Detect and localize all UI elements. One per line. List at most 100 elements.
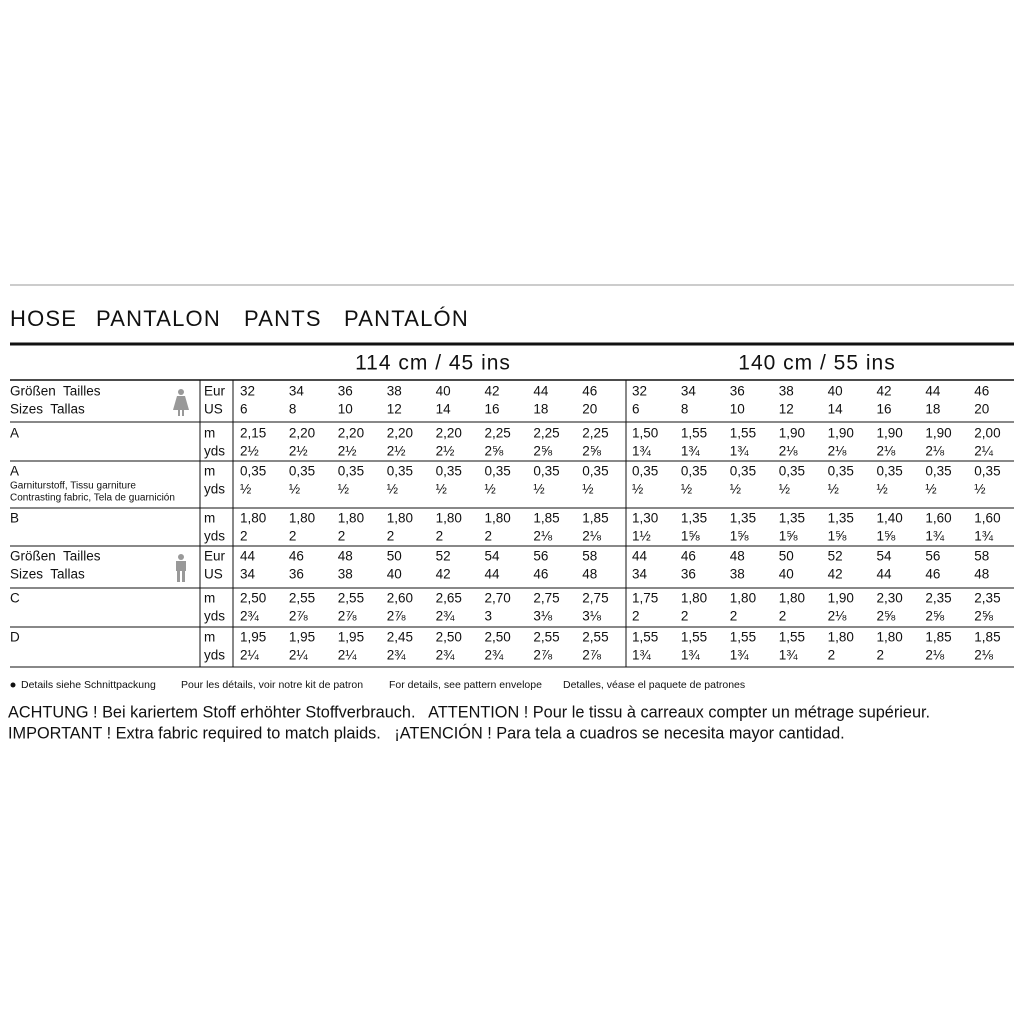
yardage: 1,80 xyxy=(485,511,511,526)
yardage: 1,95 xyxy=(289,630,315,645)
yardage: 2 xyxy=(730,609,738,624)
yardage: 2,60 xyxy=(387,591,413,606)
size: 10 xyxy=(730,402,745,417)
yardage: 1,85 xyxy=(582,511,608,526)
yardage: 1,80 xyxy=(387,511,413,526)
size: 42 xyxy=(485,384,500,399)
yardage: 0,35 xyxy=(681,464,707,479)
yardage: 1⅝ xyxy=(681,529,701,544)
yardage: 2,00 xyxy=(974,426,1000,441)
yardage: 1,85 xyxy=(533,511,559,526)
yardage: 2½ xyxy=(338,444,357,459)
size: 58 xyxy=(582,549,597,564)
size: 52 xyxy=(828,549,843,564)
unit: yds xyxy=(204,444,225,459)
footnote: Detalles, véase el paquete de patrones xyxy=(563,679,745,691)
yardage: 3 xyxy=(485,609,493,624)
yardage: 3⅛ xyxy=(582,609,602,624)
row-sublabel: Contrasting fabric, Tela de guarnición xyxy=(10,493,175,504)
size: 46 xyxy=(533,567,548,582)
size: 38 xyxy=(338,567,353,582)
yardage: 0,35 xyxy=(485,464,511,479)
yardage: 1,30 xyxy=(632,511,658,526)
yardage: ½ xyxy=(779,482,790,497)
yardage: 0,35 xyxy=(240,464,266,479)
yardage: 1¾ xyxy=(730,648,750,663)
size: 46 xyxy=(681,549,696,564)
size: 48 xyxy=(338,549,353,564)
size: 36 xyxy=(338,384,353,399)
unit: yds xyxy=(204,529,225,544)
yardage: 1,35 xyxy=(681,511,707,526)
yardage: 2,25 xyxy=(533,426,559,441)
yardage: 2,55 xyxy=(338,591,364,606)
yardage: ½ xyxy=(681,482,692,497)
yardage: 2,55 xyxy=(533,630,559,645)
yardage: 1,85 xyxy=(925,630,951,645)
size: 58 xyxy=(974,549,989,564)
yardage: 2¾ xyxy=(436,648,456,663)
yardage: ½ xyxy=(436,482,447,497)
yardage: 2⅛ xyxy=(925,444,945,459)
woman-icon xyxy=(173,389,189,416)
yardage: 1,55 xyxy=(632,630,658,645)
yardage: 2 xyxy=(387,529,395,544)
yardage: ½ xyxy=(828,482,839,497)
yardage: 2⅞ xyxy=(582,648,602,663)
yardage: 2⅛ xyxy=(828,444,848,459)
yardage: 1½ xyxy=(632,529,651,544)
yardage: 2,55 xyxy=(582,630,608,645)
size: 36 xyxy=(681,567,696,582)
yardage: 1,60 xyxy=(974,511,1000,526)
yardage: 0,35 xyxy=(730,464,756,479)
bullet xyxy=(10,682,16,688)
size: 38 xyxy=(387,384,402,399)
yardage: 2,35 xyxy=(974,591,1000,606)
size: 44 xyxy=(533,384,549,399)
yardage: 2,70 xyxy=(485,591,511,606)
unit: US xyxy=(204,567,223,582)
yardage: 2½ xyxy=(289,444,308,459)
yardage: 2,20 xyxy=(289,426,315,441)
size: 6 xyxy=(240,402,248,417)
row-label: Größen Tailles xyxy=(10,549,101,564)
yardage: 2,50 xyxy=(240,591,266,606)
size: 18 xyxy=(925,402,940,417)
unit: yds xyxy=(204,648,225,663)
yardage: 0,35 xyxy=(387,464,413,479)
yardage: 2 xyxy=(436,529,444,544)
row-label: Größen Tailles xyxy=(10,384,101,399)
unit: yds xyxy=(204,609,225,624)
yardage: ½ xyxy=(974,482,985,497)
yardage: 0,35 xyxy=(974,464,1000,479)
size: 18 xyxy=(533,402,548,417)
size: 34 xyxy=(289,384,305,399)
size: 56 xyxy=(533,549,548,564)
yardage: 2,75 xyxy=(533,591,559,606)
yardage: 2⅝ xyxy=(877,609,897,624)
yardage: 1,80 xyxy=(338,511,364,526)
yardage: 0,35 xyxy=(289,464,315,479)
yardage: 1,55 xyxy=(681,630,707,645)
yardage: 1¾ xyxy=(974,529,994,544)
yardage: 1,55 xyxy=(681,426,707,441)
yardage: 0,35 xyxy=(338,464,364,479)
yardage: 0,35 xyxy=(925,464,951,479)
yardage: 1,80 xyxy=(730,591,756,606)
yardage: 2⅛ xyxy=(877,444,897,459)
yardage: 2,20 xyxy=(436,426,462,441)
yardage: 3⅛ xyxy=(533,609,553,624)
size: 32 xyxy=(632,384,647,399)
yardage: 1,35 xyxy=(779,511,805,526)
row-label: Sizes Tallas xyxy=(10,567,85,582)
yardage: 2¾ xyxy=(485,648,505,663)
size: 8 xyxy=(289,402,297,417)
yardage: 0,35 xyxy=(582,464,608,479)
size: 40 xyxy=(779,567,794,582)
yardage: 2⅛ xyxy=(582,529,602,544)
yardage: 1,75 xyxy=(632,591,658,606)
yardage: 1,50 xyxy=(632,426,658,441)
size: 42 xyxy=(436,567,451,582)
yardage: 0,35 xyxy=(877,464,903,479)
yardage: 1⅝ xyxy=(730,529,750,544)
